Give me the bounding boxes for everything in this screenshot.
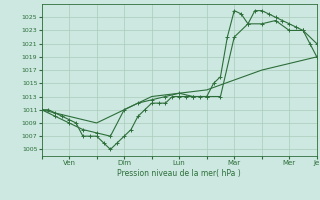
X-axis label: Pression niveau de la mer( hPa ): Pression niveau de la mer( hPa ) bbox=[117, 169, 241, 178]
